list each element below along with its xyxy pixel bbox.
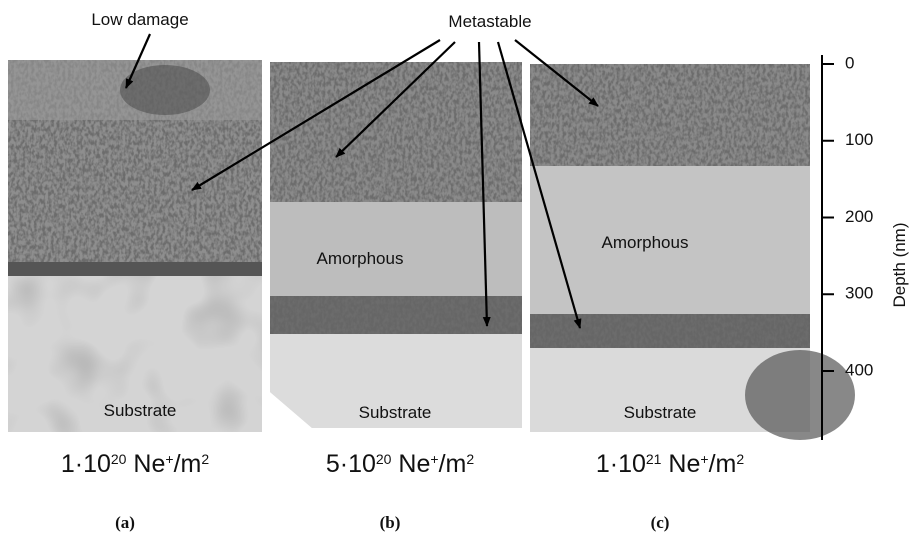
caption-part: 1·10 [61, 450, 111, 478]
caption-part: /m [439, 450, 467, 478]
panel-label: (a) [115, 513, 135, 532]
panel-label: (c) [651, 513, 670, 532]
layer-label: Amorphous [602, 233, 689, 252]
annotation: Metastable [448, 12, 531, 31]
caption-part: 2 [466, 451, 474, 467]
caption-part: 20 [111, 451, 127, 467]
caption-part: 2 [736, 451, 744, 467]
caption-part: + [700, 451, 708, 467]
caption-part: Ne [661, 450, 700, 478]
layer-label: Substrate [359, 403, 432, 422]
caption-part: 5·10 [326, 450, 376, 478]
caption-part: + [165, 451, 173, 467]
tick-label: 100 [845, 130, 873, 149]
micrograph-a [8, 60, 262, 432]
page: {"annotations": {"low_damage": "Low dama… [0, 0, 914, 535]
figure: Low damage Metastable Substrate Amorphou… [0, 0, 914, 535]
caption-part: + [430, 451, 438, 467]
layer-label: Amorphous [317, 249, 404, 268]
dose-caption: 5·1020 Ne+/m2 [326, 450, 475, 478]
dose-caption: 1·1021 Ne+/m2 [596, 450, 745, 478]
caption-part: 21 [646, 451, 662, 467]
caption-part: Ne [126, 450, 165, 478]
axis-label: Depth (nm) [890, 222, 909, 307]
tick-label: 300 [845, 284, 873, 303]
tick-label: 0 [845, 53, 854, 72]
micrograph-c [530, 64, 855, 440]
annotation: Low damage [91, 10, 188, 29]
caption-part: Ne [391, 450, 430, 478]
caption-part: 20 [376, 451, 392, 467]
tick-label: 400 [845, 360, 873, 379]
panel-label: (b) [380, 513, 401, 532]
caption-part: /m [174, 450, 202, 478]
layer-label: Substrate [104, 401, 177, 420]
caption-part: 2 [201, 451, 209, 467]
layer-label: Substrate [624, 403, 697, 422]
dose-caption: 1·1020 Ne+/m2 [61, 450, 210, 478]
tick-label: 200 [845, 207, 873, 226]
caption-part: 1·10 [596, 450, 646, 478]
caption-part: /m [709, 450, 737, 478]
